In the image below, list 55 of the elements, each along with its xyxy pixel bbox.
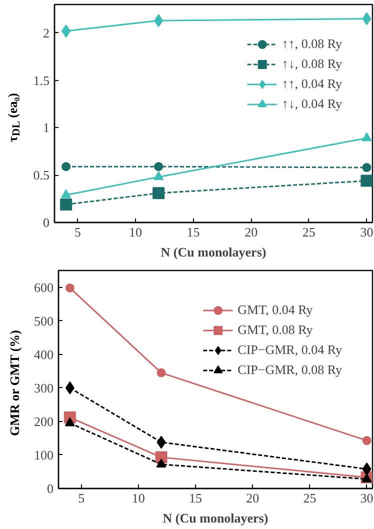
y-tick-label: 0 [43, 215, 50, 230]
legend-label: ↑↑, 0.08 Ry [282, 36, 342, 52]
point [64, 417, 75, 426]
legend-label: GMT, 0.08 Ry [238, 322, 313, 338]
legend-label: ↑↓, 0.04 Ry [282, 96, 342, 112]
legend-label: ↑↑, 0.04 Ry [282, 76, 342, 92]
y-tick-label: 0.5 [33, 168, 50, 183]
x-axis-title: N (Cu monolayers) [160, 244, 266, 260]
point [362, 436, 372, 446]
x-tick-label: 20 [244, 224, 258, 240]
point [62, 162, 71, 172]
y-tick-label: 300 [34, 380, 54, 396]
point [65, 283, 74, 292]
legend-label: GMT, 0.04 Ry [238, 302, 313, 318]
point [362, 132, 372, 142]
x-tick-label: 15 [186, 224, 200, 240]
point [156, 368, 166, 378]
point [362, 163, 372, 172]
x-tick-label: 5 [78, 490, 85, 506]
x-axis-title: N (Cu monolayers) [162, 510, 268, 526]
x-tick-label: 10 [128, 224, 142, 240]
legend-label: CIP−GMR, 0.04 Ry [238, 342, 342, 358]
point [152, 187, 165, 200]
x-tick-label: 20 [246, 490, 260, 506]
y-tick-label: 2 [43, 25, 50, 40]
point [360, 174, 372, 187]
point [156, 436, 166, 449]
point [362, 12, 372, 26]
y-tick-label: 200 [34, 414, 54, 429]
x-tick-label: 15 [189, 490, 202, 506]
y-tick-label: 1 [43, 120, 50, 136]
legend-label: CIP−GMR, 0.08 Ry [238, 362, 342, 378]
x-tick-label: 5 [74, 224, 81, 240]
y-tick-label: 0 [47, 481, 54, 496]
point [62, 24, 71, 38]
x-tick-label: 30 [360, 224, 374, 240]
x-tick-label: 25 [302, 224, 316, 240]
point [154, 162, 164, 172]
legend-label: ↑↓, 0.08 Ry [282, 56, 342, 72]
x-tick-label: 25 [303, 490, 316, 506]
y-tick-label: 100 [34, 447, 54, 462]
point [61, 189, 72, 198]
y-tick-label: 1.5 [33, 72, 50, 88]
y-axis-title: GMR or GMT (%) [6, 330, 23, 436]
x-tick-label: 30 [360, 490, 374, 506]
point [154, 14, 164, 28]
point [154, 171, 164, 180]
y-tick-label: 400 [34, 346, 54, 362]
point [60, 198, 72, 210]
point [362, 462, 372, 476]
y-tick-label: 600 [34, 280, 54, 295]
x-tick-label: 10 [132, 490, 145, 506]
y-tick-label: 500 [34, 313, 54, 328]
point [65, 381, 74, 394]
point [156, 458, 166, 468]
